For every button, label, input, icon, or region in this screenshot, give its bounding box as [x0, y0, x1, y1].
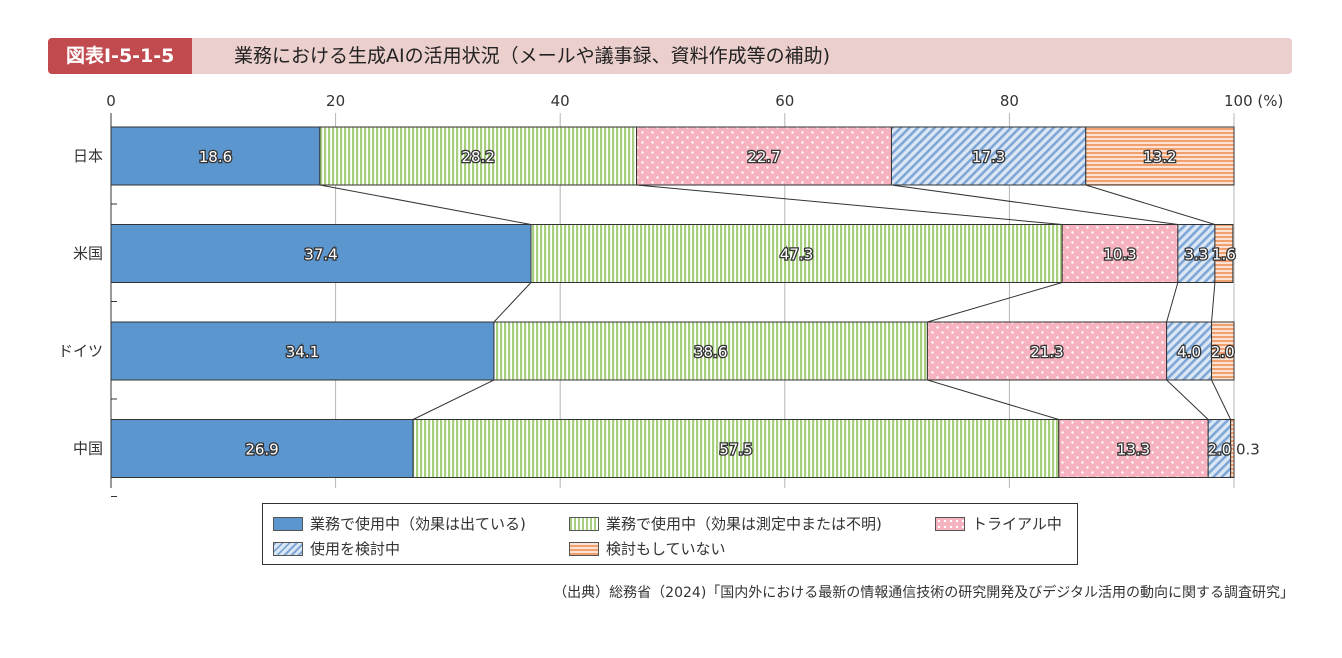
legend-swatch-blue-diagonal [273, 541, 303, 556]
data-label: 34.1 [286, 343, 319, 361]
data-label: 2.0 [1207, 441, 1231, 459]
category-label: ドイツ [58, 342, 103, 360]
data-label: 0.3 [1236, 441, 1260, 459]
data-label: 57.5 [719, 441, 752, 459]
data-label: 18.6 [199, 148, 232, 166]
bar-segment [926, 321, 1168, 381]
bar-segment [890, 126, 1087, 186]
category-label: 米国 [73, 245, 103, 263]
bar-segment [110, 419, 414, 478]
legend-item-effective: 業務で使用中（効果は出ている) [273, 513, 526, 534]
legend-item-trial: トライアル中 [935, 513, 1062, 534]
legend-label: トライアル中 [972, 515, 1062, 533]
data-label: 1.6 [1212, 246, 1236, 264]
legend-swatch-solid-blue [273, 516, 303, 531]
data-label: 2.0 [1211, 343, 1235, 361]
data-label: 47.3 [780, 246, 813, 264]
bar-segment [493, 321, 928, 381]
data-label: 17.3 [972, 148, 1005, 166]
connector-line [927, 282, 1063, 323]
bar-segment [110, 321, 495, 381]
stacked-bar-chart: 0 20 40 60 80 100 (%) 日本 18.6 28.2 22.7 17.3 13.2 米… [58, 92, 1283, 497]
bar-segment [530, 224, 1063, 283]
x-tick-label: 60 [775, 92, 794, 110]
data-label: 21.3 [1030, 343, 1063, 361]
data-label: 13.3 [1117, 441, 1150, 459]
legend-item-measuring: 業務で使用中（効果は測定中または不明) [569, 513, 882, 534]
connector-line [891, 184, 1178, 225]
data-label: 28.2 [462, 148, 495, 166]
connector-line [412, 379, 495, 420]
legend-item-considering: 使用を検討中 [273, 538, 400, 559]
connector-line [493, 282, 532, 323]
data-label: 37.4 [304, 246, 337, 264]
connector-line [1085, 184, 1216, 225]
data-label: 4.0 [1177, 343, 1201, 361]
bar-segment [636, 126, 892, 186]
bar-segment [319, 126, 638, 186]
legend-swatch-pink-dots [935, 516, 965, 531]
x-tick-label: 0 [106, 92, 116, 110]
legend-label: 業務で使用中（効果は測定中または不明) [606, 515, 882, 533]
legend-label: 検討もしていない [606, 540, 726, 558]
legend-item-not-considering: 検討もしていない [569, 538, 726, 559]
data-label: 10.3 [1103, 246, 1136, 264]
legend: 業務で使用中（効果は出ている) 業務で使用中（効果は測定中または不明) トライア… [262, 503, 1078, 565]
connector-line [1211, 379, 1232, 420]
source-note: （出典）総務省（2024)「国内外における最新の情報通信技術の研究開発及びデジタ… [553, 585, 1294, 601]
title-bar: 図表Ⅰ-5-1-5 業務における生成AIの活用状況（メールや議事録、資料作成等の… [48, 38, 1292, 74]
data-label: 13.2 [1143, 148, 1176, 166]
bar-segment [1214, 224, 1234, 283]
data-label: 38.6 [694, 343, 727, 361]
legend-swatch-green-lines [569, 516, 599, 531]
data-label: 26.9 [245, 441, 278, 459]
bar-segment [1211, 321, 1235, 381]
legend-swatch-orange-lines [569, 541, 599, 556]
bar-segment [110, 224, 532, 283]
connector-line [1211, 282, 1216, 323]
connector-line [1166, 282, 1179, 323]
bar-segment [1230, 419, 1235, 478]
category-label: 中国 [73, 440, 103, 458]
bar-segment [412, 419, 1060, 478]
x-tick-label: 100 (%) [1224, 92, 1283, 110]
data-label: 22.7 [747, 148, 780, 166]
x-tick-label: 80 [1000, 92, 1019, 110]
figure-title: 業務における生成AIの活用状況（メールや議事録、資料作成等の補助) [234, 45, 831, 67]
legend-label: 業務で使用中（効果は出ている) [310, 515, 526, 533]
category-label: 日本 [73, 147, 103, 165]
bar-segment [1166, 321, 1213, 381]
x-tick-label: 40 [551, 92, 570, 110]
connector-line [927, 379, 1059, 420]
bar-segment [1061, 224, 1179, 283]
connector-line [1166, 379, 1209, 420]
x-tick-label: 20 [326, 92, 345, 110]
bar-segment [1085, 126, 1235, 186]
legend-label: 使用を検討中 [310, 540, 401, 558]
connector-line [636, 184, 1063, 225]
figure-number-badge: 図表Ⅰ-5-1-5 [48, 38, 193, 74]
connector-line [319, 184, 532, 225]
data-label: 3.3 [1184, 246, 1208, 264]
bar-segment [1058, 419, 1209, 478]
